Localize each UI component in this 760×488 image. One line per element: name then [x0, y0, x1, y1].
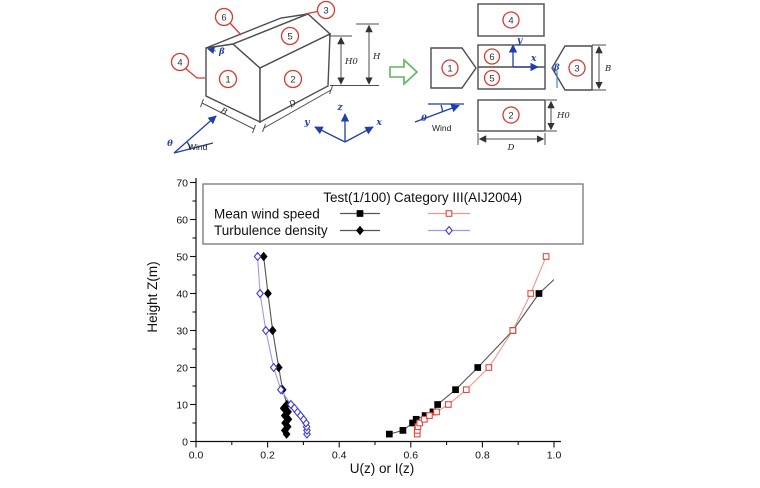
svg-text:0: 0 — [182, 436, 188, 448]
face-label-5: 5 — [287, 31, 292, 42]
series-0 — [385, 278, 554, 438]
dim-H-3d: H — [356, 23, 381, 85]
building-3d-diagram: B D H0 H 1 2 3 — [167, 0, 382, 154]
unfolded-axis-x-label: x — [530, 54, 537, 64]
legend-col-test: Test(1/100) — [323, 190, 391, 205]
unfolded-label-3: 3 — [574, 63, 579, 74]
beta-annotation-3d: β — [207, 47, 225, 57]
unfolded-face-3 — [551, 45, 593, 91]
legend-box — [202, 183, 584, 245]
dim-label-D-3d: D — [287, 98, 299, 111]
beta-label-3d: β — [218, 47, 225, 57]
wind-annotation-unfolded: θ Wind — [414, 103, 464, 133]
face-label-6: 6 — [221, 12, 226, 23]
svg-text:70: 70 — [176, 177, 188, 189]
legend-row-mean-wind-speed: Mean wind speed — [214, 207, 320, 222]
axis-x-label: x — [375, 118, 382, 128]
x-axis-title: U(z) or I(z) — [350, 461, 415, 476]
svg-text:0.6: 0.6 — [403, 450, 418, 462]
svg-text:0.8: 0.8 — [475, 450, 490, 462]
face-callouts-3d: 1 2 3 4 5 6 — [170, 0, 336, 89]
beta-annotation-unfolded: β — [552, 63, 560, 88]
dim-D-unfolded: D — [477, 133, 546, 153]
chart-legend: Test(1/100) Category III(AIJ2004) Mean w… — [202, 183, 584, 245]
dim-label-B-3d: B — [218, 106, 229, 118]
svg-text:50: 50 — [176, 251, 188, 263]
theta-label-unfolded: θ — [421, 114, 427, 124]
svg-text:20: 20 — [176, 362, 188, 374]
dim-label-H0-unfolded: H0 — [556, 111, 570, 121]
face-label-2: 2 — [290, 74, 295, 85]
svg-text:0.2: 0.2 — [260, 450, 275, 462]
dim-label-D-unfolded: D — [507, 143, 515, 153]
face-callouts-unfolded: 4 1 6 5 3 2 — [441, 11, 586, 124]
series-3 — [253, 251, 311, 439]
face-label-4: 4 — [177, 57, 182, 68]
dim-D-3d: D — [262, 85, 333, 133]
unfolded-label-1: 1 — [447, 63, 452, 74]
axis-y-label: y — [303, 118, 310, 128]
axes-3d: z y x — [303, 103, 382, 143]
svg-text:60: 60 — [176, 214, 188, 226]
wind-label-3d: Wind — [188, 142, 208, 152]
wind-label-unfolded: Wind — [432, 123, 452, 133]
dim-H0-unfolded: H0 — [546, 99, 570, 132]
wind-annotation-3d: θ Wind — [167, 115, 217, 154]
unfolded-label-2: 2 — [508, 110, 513, 121]
unfold-arrow-icon — [389, 58, 419, 86]
legend-samples — [340, 210, 470, 236]
wind-profile-chart: 0 10 20 30 40 50 60 70 0.0 0.2 0.4 0.6 0.8 1.0 Height… — [145, 177, 584, 476]
face-label-3: 3 — [323, 5, 328, 16]
unfolded-axis-y-label: y — [516, 36, 523, 46]
face-right-wall — [259, 32, 331, 124]
dim-label-B-unfolded: B — [604, 64, 611, 74]
axis-z-label: z — [336, 103, 343, 113]
dim-B-unfolded: B — [592, 44, 611, 91]
legend-row-turbulence-density: Turbulence density — [214, 223, 328, 238]
svg-text:30: 30 — [176, 325, 188, 337]
svg-text:1.0: 1.0 — [547, 450, 562, 462]
chart-series — [253, 251, 554, 439]
legend-col-category: Category III(AIJ2004) — [394, 190, 522, 205]
svg-text:10: 10 — [176, 399, 188, 411]
svg-text:0.0: 0.0 — [189, 450, 204, 462]
unfolded-diagram: 4 1 6 5 3 2 y x β — [414, 3, 611, 153]
theta-label-3d: θ — [167, 139, 173, 149]
y-axis-title: Height Z(m) — [145, 261, 160, 332]
svg-text:40: 40 — [176, 288, 188, 300]
unfolded-face-1 — [430, 47, 477, 89]
unfolded-face-2 — [477, 99, 546, 132]
unfolded-label-5: 5 — [489, 73, 494, 84]
dim-B-3d: B — [200, 98, 256, 134]
beta-label-unfolded: β — [553, 63, 560, 73]
series-2 — [259, 251, 293, 439]
unfolded-label-6: 6 — [489, 52, 494, 63]
dim-label-H-3d: H — [372, 52, 381, 62]
unfolded-label-4: 4 — [508, 15, 513, 26]
chart-axes: 0 10 20 30 40 50 60 70 0.0 0.2 0.4 0.6 0.8 1.0 — [176, 177, 561, 461]
series-1 — [413, 253, 550, 438]
axes-unfolded: y x — [508, 36, 539, 72]
svg-text:0.4: 0.4 — [332, 450, 347, 462]
dim-label-H0-3d: H0 — [344, 57, 358, 67]
unfolded-face-4 — [477, 3, 545, 37]
face-label-1: 1 — [225, 74, 230, 85]
dim-H0-3d: H0 — [329, 35, 379, 86]
